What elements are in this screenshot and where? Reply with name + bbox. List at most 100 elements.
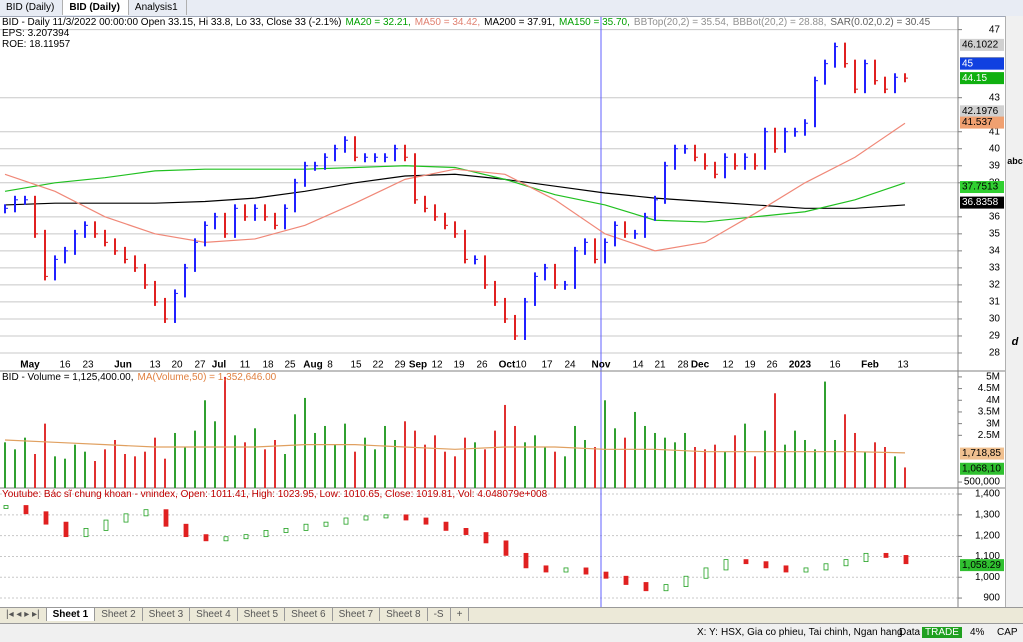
volume-bar xyxy=(24,437,26,488)
volume-bar xyxy=(234,435,236,488)
legend-text: BID - Volume = 1,125,400.00, xyxy=(2,372,134,383)
index-candle xyxy=(603,571,609,579)
sheet-tab[interactable]: Sheet 5 xyxy=(238,608,286,621)
index-candle xyxy=(343,517,349,525)
volume-bar xyxy=(714,444,716,488)
volume-bar xyxy=(144,451,146,488)
volume-bar xyxy=(104,449,106,488)
index-candle xyxy=(743,559,749,565)
volume-bar xyxy=(654,432,656,488)
volume-bar xyxy=(254,428,256,488)
tab-active[interactable]: BID (Daily) xyxy=(63,0,129,15)
y-tick-label: 1,000 xyxy=(975,572,1000,583)
index-candle xyxy=(703,567,709,579)
candle xyxy=(244,204,246,221)
volume-bar xyxy=(684,432,686,488)
candle xyxy=(884,76,886,94)
legend-text: BBBot(20,2) = 28.88, xyxy=(732,17,827,28)
candle xyxy=(44,229,46,281)
value-box xyxy=(960,196,1004,209)
sheet-tab[interactable]: Sheet 8 xyxy=(380,608,428,621)
sheet-tab[interactable]: Sheet 6 xyxy=(285,608,333,621)
sheet-tab[interactable]: Sheet 1 xyxy=(46,608,96,621)
volume-bar xyxy=(74,444,76,488)
price-legend: BID - Daily 11/3/2022 00:00:00 Open 33.1… xyxy=(2,17,934,28)
volume-bar xyxy=(534,435,536,488)
volume-bar xyxy=(164,458,166,488)
tab[interactable]: BID (Daily) xyxy=(0,0,64,15)
volume-bar xyxy=(424,444,426,488)
status-item: Y: xyxy=(709,627,718,638)
candle xyxy=(74,229,76,255)
x-axis-label: 26 xyxy=(766,360,778,371)
volume-bar xyxy=(604,400,606,488)
candle xyxy=(14,195,16,213)
tool-button[interactable]: abc xyxy=(1007,156,1023,166)
status-item: HSX, Gia co phieu, Tai chinh, Ngan hang xyxy=(721,627,903,638)
volume-bar xyxy=(474,442,476,488)
candle xyxy=(104,229,106,247)
candle xyxy=(614,221,616,247)
candle xyxy=(214,212,216,230)
y-tick-label: 900 xyxy=(983,593,1000,604)
sheet-tab[interactable]: Sheet 2 xyxy=(95,608,143,621)
index-candle xyxy=(263,530,269,538)
volume-bar xyxy=(524,442,526,488)
index-candle xyxy=(103,519,109,531)
candle xyxy=(874,59,876,85)
sheet-tab[interactable]: Sheet 7 xyxy=(333,608,381,621)
y-tick-label: 1,300 xyxy=(975,509,1000,520)
candle xyxy=(194,238,196,272)
candle xyxy=(444,212,446,230)
sheet-tab[interactable]: Sheet 3 xyxy=(143,608,191,621)
x-axis-label: Jul xyxy=(212,360,227,371)
candle xyxy=(394,144,396,162)
index-candle xyxy=(503,540,509,556)
volume-bar xyxy=(324,425,326,488)
candle xyxy=(204,221,206,247)
volume-bar xyxy=(574,425,576,488)
x-axis-label: 15 xyxy=(350,360,362,371)
index-candle xyxy=(363,515,369,521)
x-axis-label: 26 xyxy=(476,360,488,371)
candle xyxy=(624,221,626,238)
index-candle xyxy=(283,528,289,533)
index-candle xyxy=(643,582,649,592)
x-axis-label: Sep xyxy=(409,360,427,371)
index-candle xyxy=(383,514,389,519)
sheet-bar: |◂ ◂ ▸ ▸| Sheet 1 Sheet 2 Sheet 3 Sheet 4 She… xyxy=(0,607,1023,623)
volume-bar xyxy=(834,439,836,488)
volume-bar xyxy=(794,430,796,488)
index-candle xyxy=(223,536,229,542)
volume-bar xyxy=(64,458,66,488)
y-tick-label: 29 xyxy=(989,331,1001,342)
toolbar: abc d xyxy=(1005,16,1023,607)
legend-text: MA20 = 32.21, xyxy=(345,17,411,28)
value-box-label: 1,058.29 xyxy=(962,560,1001,571)
x-axis-label: 13 xyxy=(897,360,909,371)
candle xyxy=(674,144,676,170)
x-axis-label: 23 xyxy=(82,360,94,371)
x-axis-label: 25 xyxy=(284,360,296,371)
sheet-button[interactable]: -S xyxy=(428,608,451,621)
candle xyxy=(844,42,846,68)
nav-buttons[interactable]: |◂ ◂ ▸ ▸| xyxy=(0,608,47,621)
y-tick-label: 30 xyxy=(989,314,1001,325)
tool-button[interactable]: d xyxy=(1011,336,1019,348)
y-tick-label: 500,000 xyxy=(964,477,1001,488)
volume-bar xyxy=(94,461,96,488)
index-candle xyxy=(763,561,769,569)
index-candle xyxy=(43,511,49,525)
y-tick-label: 28 xyxy=(989,348,1001,359)
sheet-button[interactable]: + xyxy=(451,608,470,621)
volume-bar xyxy=(614,428,616,488)
legend-text: MA200 = 37.91, xyxy=(484,17,556,28)
volume-bar xyxy=(894,456,896,488)
tab[interactable]: Analysis1 xyxy=(129,0,187,15)
x-axis-label: 11 xyxy=(240,360,251,371)
sheet-tab[interactable]: Sheet 4 xyxy=(190,608,238,621)
volume-bar xyxy=(704,449,706,488)
x-axis-label: 13 xyxy=(149,360,161,371)
volume-bar xyxy=(694,446,696,488)
candle xyxy=(154,280,156,306)
